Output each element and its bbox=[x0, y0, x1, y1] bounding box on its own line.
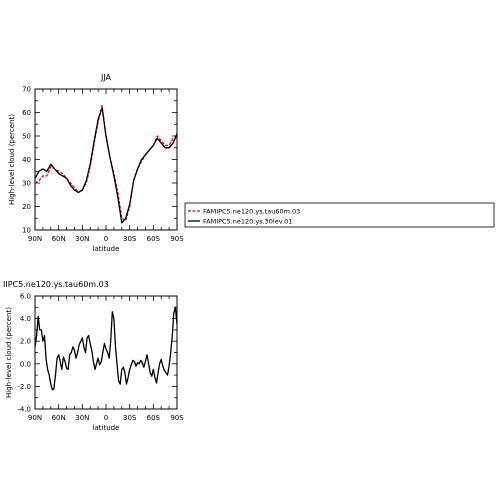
x-tick-label: 90S bbox=[170, 235, 184, 243]
y-tick-label: 2.0 bbox=[20, 338, 31, 346]
y-tick-label: 0.0 bbox=[20, 360, 31, 368]
y-tick-label: 10 bbox=[22, 227, 31, 235]
y-tick-label: 30 bbox=[22, 180, 31, 188]
x-tick-label: 60N bbox=[52, 414, 66, 422]
x-tick-label: 60N bbox=[52, 235, 66, 243]
x-tick-label: 90N bbox=[28, 414, 42, 422]
legend-label-0: FAMIPC5.ne120.ys.tau60m.03 bbox=[203, 208, 300, 216]
x-axis-label: latitude bbox=[93, 245, 120, 253]
series-line-1-0 bbox=[34, 306, 178, 391]
x-tick-label: 30N bbox=[75, 414, 89, 422]
legend-label-1: FAMIPC5.ne120.ys.30lev.01 bbox=[203, 218, 292, 226]
y-tick-label: 50 bbox=[22, 133, 31, 141]
y-tick-label: -2.0 bbox=[17, 383, 31, 391]
y-tick-label: 70 bbox=[22, 86, 31, 94]
series-line-0-1 bbox=[34, 107, 178, 224]
x-axis-label: latitude bbox=[93, 424, 120, 432]
x-tick-label: 30S bbox=[123, 414, 137, 422]
y-tick-label: 60 bbox=[22, 109, 31, 117]
x-tick-label: 60S bbox=[147, 235, 161, 243]
chart-title: IIPC5.ne120.ys.tau60m.03 bbox=[3, 280, 109, 289]
y-axis-label: High-level cloud (percent) bbox=[5, 307, 13, 398]
chart-title: JJA bbox=[100, 73, 112, 82]
x-tick-label: 60S bbox=[147, 414, 161, 422]
y-tick-label: 20 bbox=[22, 203, 31, 211]
y-tick-label: 4.0 bbox=[20, 315, 31, 323]
x-tick-label: 0 bbox=[104, 235, 108, 243]
plot-frame-0 bbox=[34, 88, 178, 231]
series-line-0-0 bbox=[34, 104, 177, 222]
x-tick-label: 30S bbox=[123, 235, 137, 243]
plot-frame-1 bbox=[34, 295, 178, 410]
y-tick-label: 40 bbox=[22, 156, 31, 164]
x-tick-label: 90S bbox=[170, 414, 184, 422]
x-tick-label: 30N bbox=[75, 235, 89, 243]
y-tick-label: 6.0 bbox=[20, 293, 31, 301]
x-tick-label: 0 bbox=[104, 414, 108, 422]
y-tick-label: -4.0 bbox=[17, 406, 31, 414]
legend-box bbox=[184, 202, 495, 228]
x-tick-label: 90N bbox=[28, 235, 42, 243]
y-axis-label: High-level cloud (percent) bbox=[8, 114, 16, 205]
